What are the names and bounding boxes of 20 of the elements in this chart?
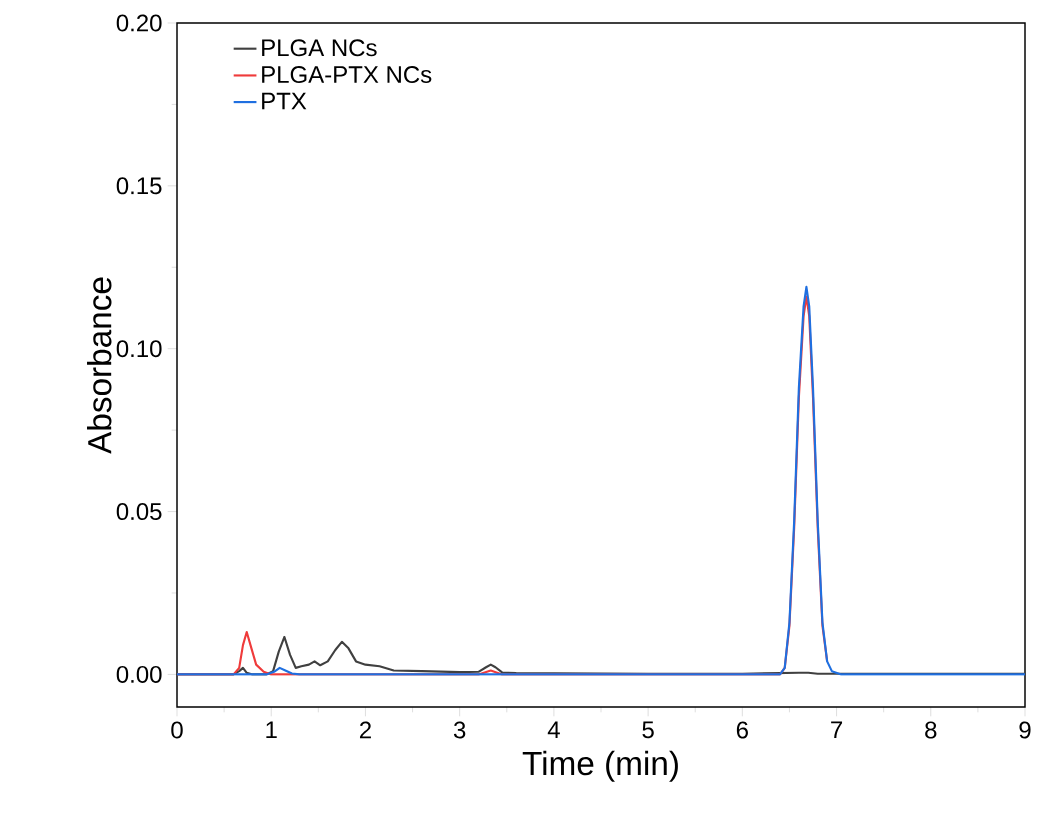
y-tick-label: 0.05: [116, 503, 162, 521]
x-tick-label: 6: [736, 721, 748, 739]
y-tick-label: 0.00: [116, 665, 162, 683]
y-axis-title: Absorbance: [87, 277, 112, 454]
x-axis-title: Time (min): [522, 750, 678, 782]
x-tick-label: 3: [453, 721, 466, 739]
x-tick-label: 8: [925, 721, 937, 739]
x-tick-label: 1: [266, 721, 277, 739]
x-tick-label: 4: [547, 721, 560, 739]
x-tick-label: 7: [831, 721, 843, 739]
y-tick-label: 0.15: [116, 177, 162, 195]
legend-label: PLGA NCs: [262, 39, 377, 57]
x-tick-label: 2: [359, 721, 371, 739]
x-tick-label: 5: [642, 721, 654, 739]
legend-label: PTX: [262, 92, 307, 110]
y-tick-label: 0.20: [116, 14, 162, 32]
x-tick-label: 9: [1019, 721, 1031, 739]
x-tick-label: 0: [171, 721, 183, 739]
legend-label: PLGA-PTX NCs: [262, 66, 432, 84]
y-tick-label: 0.10: [116, 340, 162, 358]
